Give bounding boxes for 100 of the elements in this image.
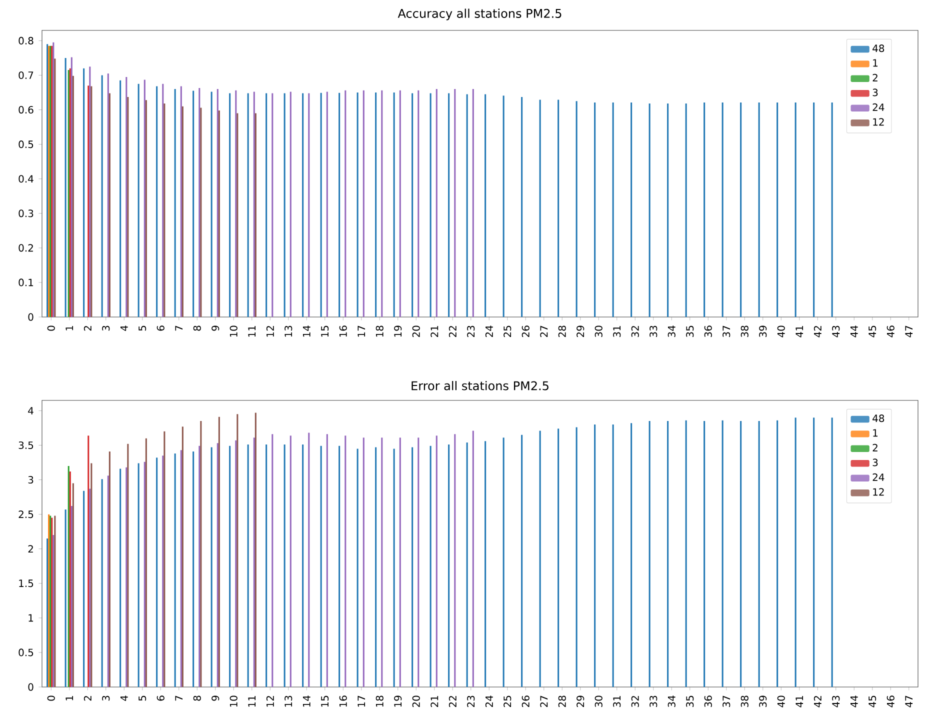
y-tick-label: 2 — [28, 545, 33, 553]
y-tick-label: 0.5 — [18, 140, 34, 148]
x-tick-label: 43 — [832, 326, 840, 338]
x-tick-label: 30 — [594, 326, 602, 338]
x-tick-label: 37 — [722, 326, 730, 338]
y-tick-label: 0.2 — [18, 244, 33, 252]
x-tick-label: 19 — [394, 326, 402, 337]
x-tick-label: 8 — [193, 696, 201, 701]
x-tick-label: 4 — [120, 326, 128, 331]
x-tick-label: 25 — [504, 696, 512, 708]
x-tick-label: 28 — [558, 326, 566, 338]
legend-label: 12 — [873, 118, 884, 126]
x-tick-label: 4 — [120, 696, 128, 701]
x-tick-label: 33 — [650, 696, 658, 708]
legend-label: 3 — [872, 458, 878, 466]
x-tick-label: 42 — [814, 696, 822, 708]
x-tick-label: 3 — [102, 326, 110, 331]
x-tick-label: 40 — [777, 696, 785, 708]
x-tick-label: 44 — [850, 696, 858, 708]
x-tick-label: 1 — [66, 326, 74, 330]
x-tick-label: 24 — [485, 326, 493, 338]
x-tick-label: 13 — [284, 696, 292, 707]
legend-label: 24 — [872, 473, 884, 481]
y-tick-label: 1 — [28, 614, 34, 622]
x-tick-label: 14 — [302, 326, 310, 337]
x-tick-label: 20 — [412, 326, 420, 338]
x-tick-label: 22 — [448, 696, 456, 708]
legend-label: 48 — [872, 414, 884, 422]
chart-title: Accuracy all stations PM2.5 — [398, 8, 562, 20]
legend-label: 1 — [873, 429, 878, 437]
x-tick-label: 23 — [467, 326, 475, 338]
x-tick-label: 36 — [704, 326, 712, 338]
y-tick-label: 0 — [28, 683, 34, 691]
legend-label: 12 — [873, 488, 884, 496]
x-tick-label: 12 — [266, 696, 274, 707]
x-tick-label: 18 — [376, 696, 384, 707]
x-tick-label: 10 — [230, 696, 238, 707]
y-tick-label: 1.5 — [19, 580, 34, 588]
x-tick-label: 5 — [138, 326, 146, 331]
x-tick-label: 11 — [248, 696, 256, 707]
legend-label: 1 — [873, 59, 878, 67]
x-tick-label: 27 — [540, 696, 548, 708]
legend-label: 3 — [872, 88, 878, 96]
x-tick-label: 19 — [394, 696, 402, 707]
x-tick-label: 41 — [796, 326, 804, 338]
chart-title: Error all stations PM2.5 — [412, 381, 548, 390]
y-tick-label: 2.5 — [18, 510, 34, 518]
y-tick-label: 0.1 — [18, 278, 34, 286]
x-tick-label: 26 — [522, 326, 530, 338]
y-tick-label: 0.4 — [18, 175, 34, 183]
x-tick-label: 30 — [594, 696, 602, 708]
x-tick-label: 6 — [156, 326, 164, 331]
x-tick-label: 31 — [613, 696, 621, 708]
x-tick-label: 11 — [248, 326, 256, 337]
y-tick-label: 0.5 — [18, 648, 34, 656]
x-tick-label: 24 — [485, 696, 493, 708]
y-tick-label: 4 — [28, 407, 34, 414]
x-tick-label: 25 — [504, 326, 512, 338]
x-tick-label: 16 — [339, 326, 347, 337]
x-tick-label: 29 — [576, 326, 584, 338]
x-tick-label: 0 — [47, 696, 55, 701]
x-tick-label: 21 — [430, 326, 438, 338]
legend-label: 2 — [872, 74, 878, 82]
x-tick-label: 47 — [905, 326, 913, 338]
x-tick-label: 1 — [66, 696, 74, 700]
y-tick-label: 0 — [28, 313, 34, 321]
legend-label: 48 — [872, 44, 884, 52]
x-tick-label: 0 — [47, 326, 55, 331]
y-tick-label: 0.8 — [18, 36, 34, 44]
x-tick-label: 37 — [722, 696, 730, 708]
legend-label: 2 — [872, 444, 878, 452]
x-tick-label: 32 — [631, 696, 639, 708]
x-tick-label: 26 — [522, 696, 530, 708]
x-tick-label: 45 — [868, 696, 876, 708]
x-tick-label: 45 — [868, 326, 876, 338]
x-tick-label: 33 — [650, 326, 658, 338]
x-tick-label: 2 — [84, 696, 92, 701]
x-tick-label: 3 — [102, 696, 110, 701]
x-tick-label: 17 — [358, 326, 366, 337]
x-tick-label: 41 — [796, 696, 804, 708]
x-tick-label: 9 — [212, 326, 220, 331]
x-tick-label: 13 — [284, 326, 292, 337]
x-tick-label: 31 — [613, 326, 621, 338]
x-tick-label: 9 — [212, 696, 220, 701]
x-tick-label: 28 — [558, 696, 566, 708]
x-tick-label: 8 — [193, 326, 201, 331]
x-tick-label: 6 — [156, 696, 164, 701]
x-tick-label: 18 — [376, 326, 384, 337]
x-tick-label: 15 — [321, 696, 329, 707]
x-tick-label: 2 — [84, 326, 92, 331]
x-tick-label: 16 — [339, 696, 347, 707]
x-tick-label: 38 — [740, 696, 748, 708]
x-tick-label: 35 — [686, 696, 694, 708]
x-tick-label: 20 — [412, 696, 420, 708]
x-tick-label: 34 — [668, 326, 676, 338]
x-tick-label: 27 — [540, 326, 548, 338]
x-tick-label: 43 — [832, 696, 840, 708]
x-tick-label: 42 — [814, 326, 822, 338]
y-tick-label: 3.5 — [18, 441, 34, 450]
x-tick-label: 29 — [576, 696, 584, 708]
